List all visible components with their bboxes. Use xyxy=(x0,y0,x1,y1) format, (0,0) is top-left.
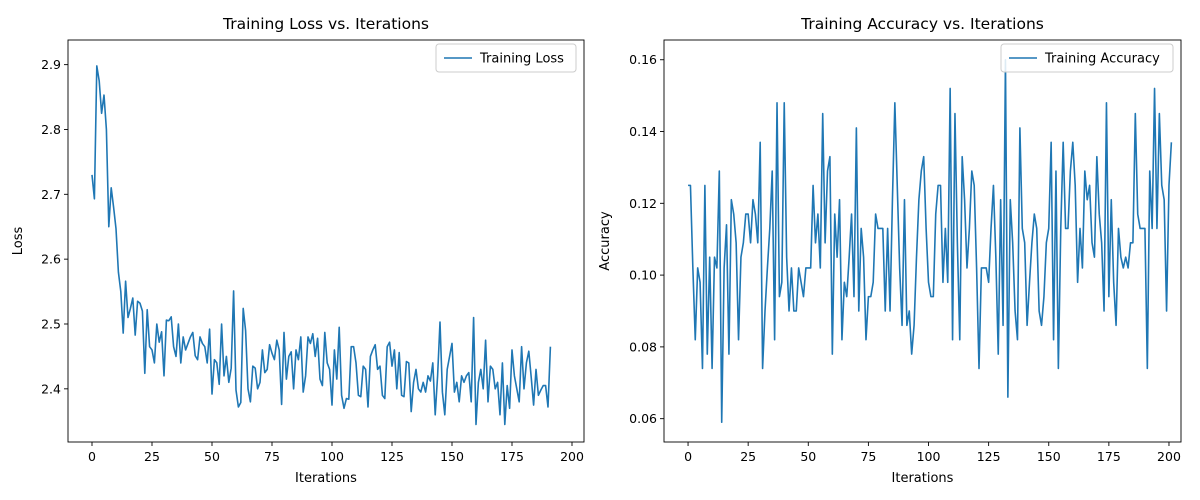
x-tick-label: 50 xyxy=(204,449,220,464)
y-tick-label: 0.16 xyxy=(629,52,657,67)
y-tick-label: 2.7 xyxy=(41,187,61,202)
y-tick-label: 2.5 xyxy=(41,316,61,331)
chart-panel-1: Training Loss vs. Iterations 0 25 50 75 100 12… xyxy=(11,15,585,486)
y-tick-label: 2.9 xyxy=(41,57,61,72)
x-axis-label: Iterations xyxy=(892,471,954,486)
y-tick-label: 2.4 xyxy=(41,381,61,396)
x-tick-label: 0 xyxy=(88,449,96,464)
chart-panel-2: Training Accuracy vs. Iterations 0 25 50 75 1… xyxy=(598,15,1182,486)
legend: Training Loss xyxy=(435,43,577,73)
x-tick-label: 125 xyxy=(380,449,404,464)
x-tick-label: 75 xyxy=(264,449,280,464)
x-tick-label: 0 xyxy=(684,449,692,464)
y-axis-label: Accuracy xyxy=(598,211,613,271)
x-tick-label: 200 xyxy=(560,449,584,464)
y-tick-label: 2.6 xyxy=(41,252,61,267)
series-line-1 xyxy=(91,65,552,426)
y-tick-label: 0.08 xyxy=(629,339,657,354)
legend-box xyxy=(435,43,577,73)
axes-frame xyxy=(67,39,585,443)
legend-box xyxy=(1000,43,1174,73)
x-tick-label: 25 xyxy=(144,449,160,464)
series-line-1 xyxy=(688,58,1173,424)
x-axis-label: Iterations xyxy=(295,471,357,486)
y-tick-label: 0.14 xyxy=(629,124,657,139)
legend-label: Training Accuracy xyxy=(1044,52,1160,67)
x-tick-label: 100 xyxy=(917,449,941,464)
legend: Training Accuracy xyxy=(1000,43,1174,73)
x-tick-label: 50 xyxy=(800,449,816,464)
y-tick-label: 0.12 xyxy=(629,196,657,211)
y-axis-label: Loss xyxy=(11,227,26,256)
x-tick-label: 75 xyxy=(860,449,876,464)
x-tick-label: 175 xyxy=(500,449,524,464)
x-tick-label: 100 xyxy=(320,449,344,464)
x-tick-label: 125 xyxy=(977,449,1001,464)
x-tick-label: 175 xyxy=(1097,449,1121,464)
x-tick-label: 150 xyxy=(1037,449,1061,464)
chart-title: Training Accuracy vs. Iterations xyxy=(800,15,1044,33)
y-tick-label: 2.8 xyxy=(41,122,61,137)
x-tick-label: 25 xyxy=(740,449,756,464)
x-tick-label: 150 xyxy=(440,449,464,464)
y-tick-label: 0.10 xyxy=(629,268,657,283)
x-tick-label: 200 xyxy=(1157,449,1181,464)
axes-frame xyxy=(663,39,1182,443)
chart-title: Training Loss vs. Iterations xyxy=(222,15,429,33)
legend-label: Training Loss xyxy=(479,52,564,67)
y-tick-label: 0.06 xyxy=(629,411,657,426)
